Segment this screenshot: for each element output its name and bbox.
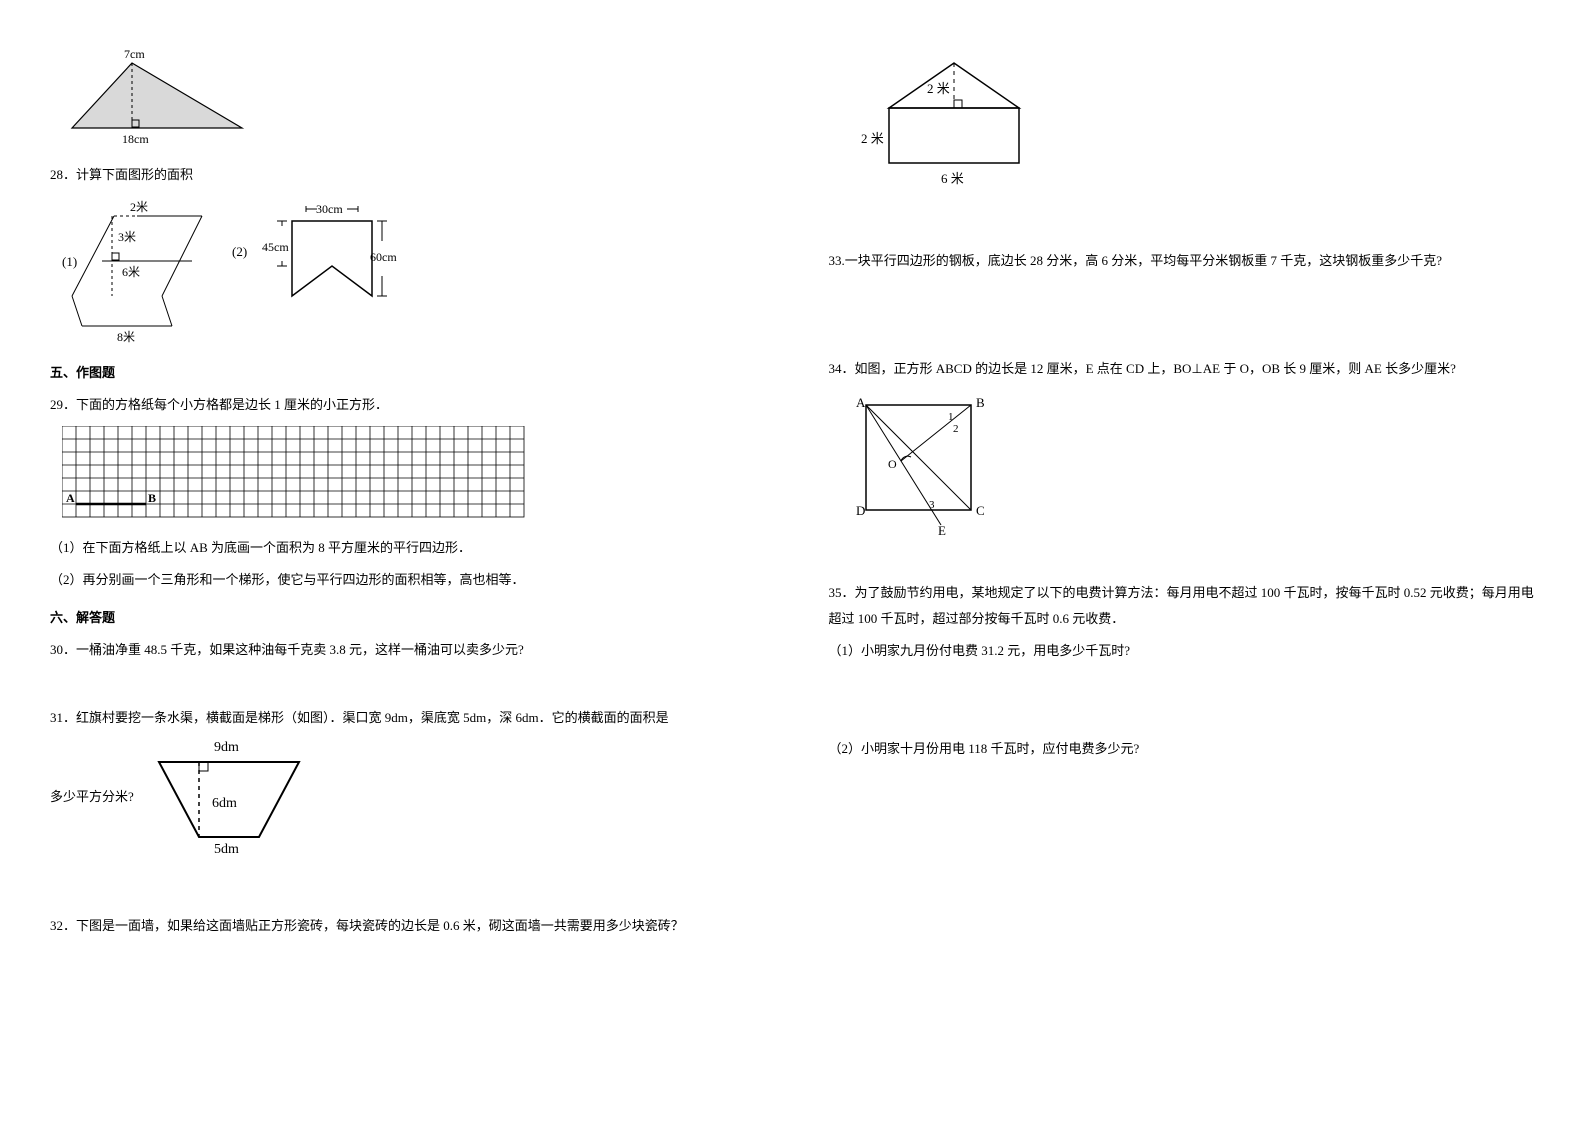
- question-30: 30．一桶油净重 48.5 千克，如果这种油每千克卖 3.8 元，这样一桶油可以…: [50, 637, 759, 663]
- svg-text:D: D: [856, 503, 865, 518]
- section-5-title: 五、作图题: [50, 360, 759, 386]
- svg-text:2米: 2米: [130, 200, 148, 214]
- svg-text:6dm: 6dm: [212, 796, 237, 811]
- svg-text:3米: 3米: [118, 230, 136, 244]
- svg-text:A: A: [856, 395, 866, 410]
- question-31: 31．红旗村要挖一条水渠，横截面是梯形（如图）．渠口宽 9dm，渠底宽 5dm，…: [50, 705, 759, 731]
- svg-text:5dm: 5dm: [214, 842, 239, 857]
- svg-text:B: B: [148, 491, 156, 505]
- svg-text:9dm: 9dm: [214, 740, 239, 755]
- svg-text:30cm: 30cm: [316, 202, 343, 216]
- question-29-title: 29．下面的方格纸每个小方格都是边长 1 厘米的小正方形．: [50, 392, 759, 418]
- svg-text:(2): (2): [232, 244, 247, 259]
- svg-text:O: O: [888, 457, 897, 471]
- svg-text:6 米: 6 米: [941, 171, 964, 186]
- svg-text:60cm: 60cm: [370, 250, 397, 264]
- figure-32: 2 米 2 米 6 米: [859, 48, 1538, 198]
- left-column: 7cm 18cm 28．计算下面图形的面积 2米 3米: [50, 40, 759, 945]
- svg-text:2 米: 2 米: [861, 131, 884, 146]
- question-29-sub1: （1）在下面方格纸上以 AB 为底画一个面积为 8 平方厘米的平行四边形．: [50, 535, 759, 561]
- figure-grid: A B: [62, 426, 759, 521]
- question-28-title: 28．计算下面图形的面积: [50, 162, 759, 188]
- svg-text:C: C: [976, 503, 985, 518]
- question-31-tail: 多少平方分米?: [50, 784, 134, 810]
- figure-31: 9dm 6dm 5dm: [144, 737, 314, 857]
- figure-34: A B C D E O 1 2 3: [841, 390, 1538, 540]
- question-34: 34．如图，正方形 ABCD 的边长是 12 厘米，E 点在 CD 上，BO⊥A…: [829, 356, 1538, 382]
- question-33: 33.一块平行四边形的钢板，底边长 28 分米，高 6 分米，平均每平分米钢板重…: [829, 248, 1538, 274]
- figure-28: 2米 3米 6米 8米 (1) 30cm 45cm: [62, 196, 759, 346]
- svg-text:1: 1: [948, 411, 954, 423]
- svg-text:2 米: 2 米: [927, 81, 950, 96]
- right-column: 2 米 2 米 6 米 33.一块平行四边形的钢板，底边长 28 分米，高 6 …: [829, 40, 1538, 945]
- section-6-title: 六、解答题: [50, 605, 759, 631]
- svg-text:45cm: 45cm: [262, 240, 289, 254]
- svg-text:A: A: [66, 491, 75, 505]
- question-35-sub2: （2）小明家十月份用电 118 千瓦时，应付电费多少元?: [829, 736, 1538, 762]
- figure-27: 7cm 18cm: [62, 48, 759, 148]
- svg-text:3: 3: [929, 499, 935, 511]
- question-29-sub2: （2）再分别画一个三角形和一个梯形，使它与平行四边形的面积相等，高也相等．: [50, 567, 759, 593]
- svg-text:2: 2: [953, 423, 959, 435]
- svg-text:B: B: [976, 395, 985, 410]
- svg-text:E: E: [938, 523, 946, 538]
- svg-text:6米: 6米: [122, 265, 140, 279]
- svg-text:(1): (1): [62, 254, 77, 269]
- label-18cm: 18cm: [122, 132, 149, 146]
- question-32: 32．下图是一面墙，如果给这面墙贴正方形瓷砖，每块瓷砖的边长是 0.6 米，砌这…: [50, 913, 759, 939]
- question-35: 35．为了鼓励节约用电，某地规定了以下的电费计算方法：每月用电不超过 100 千…: [829, 580, 1538, 632]
- question-35-sub1: （1）小明家九月份付电费 31.2 元，用电多少千瓦时?: [829, 638, 1538, 664]
- svg-text:8米: 8米: [117, 330, 135, 344]
- label-7cm: 7cm: [124, 48, 145, 61]
